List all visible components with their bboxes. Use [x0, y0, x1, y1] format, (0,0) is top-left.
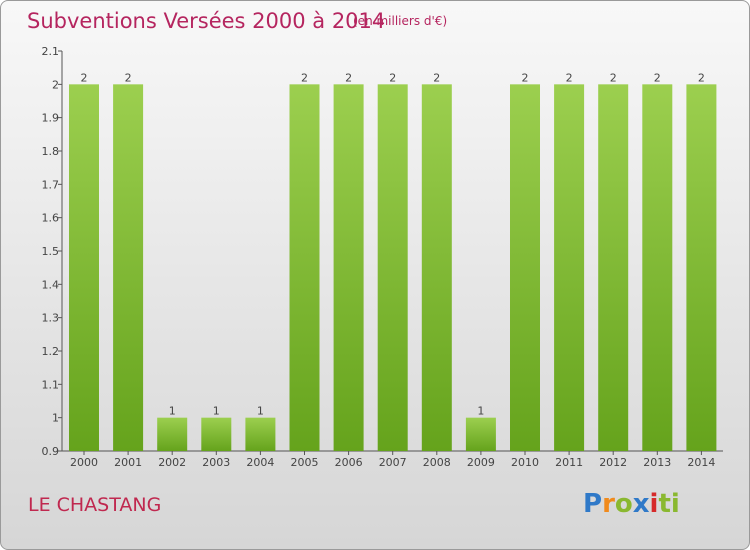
data-label-2003: 1: [213, 405, 220, 418]
bar-2001: [113, 84, 144, 451]
data-label-2007: 2: [389, 71, 396, 84]
x-tick-label-2014: 2014: [687, 456, 715, 469]
data-label-2012: 2: [610, 71, 617, 84]
x-tick-label-2005: 2005: [291, 456, 319, 469]
bar-2005: [289, 84, 320, 451]
data-label-2000: 2: [81, 71, 88, 84]
bar-2014: [686, 84, 717, 451]
x-tick-label-2008: 2008: [423, 456, 451, 469]
x-tick-label-2011: 2011: [555, 456, 583, 469]
data-label-2014: 2: [698, 71, 705, 84]
x-tick-label-2001: 2001: [114, 456, 142, 469]
y-tick-label: 1.3: [42, 312, 60, 325]
bar-2004: [245, 417, 276, 451]
bar-2002: [157, 417, 188, 451]
x-tick-label-2012: 2012: [599, 456, 627, 469]
x-tick-label-2000: 2000: [70, 456, 98, 469]
x-tick-label-2004: 2004: [246, 456, 274, 469]
data-label-2013: 2: [654, 71, 661, 84]
data-label-2008: 2: [433, 71, 440, 84]
data-label-2010: 2: [522, 71, 529, 84]
y-tick-label: 1.7: [42, 178, 60, 191]
x-tick-label-2007: 2007: [379, 456, 407, 469]
data-label-2002: 1: [169, 405, 176, 418]
bar-2011: [554, 84, 585, 451]
bar-2010: [510, 84, 540, 451]
y-tick-label: 1.5: [42, 245, 60, 258]
bar-2009: [465, 417, 496, 451]
bar-2012: [598, 84, 629, 451]
x-tick-label-2013: 2013: [643, 456, 671, 469]
data-label-2011: 2: [566, 71, 573, 84]
y-tick-label: 2: [52, 78, 59, 91]
x-tick-label-2006: 2006: [335, 456, 363, 469]
bar-2000: [69, 84, 99, 451]
y-tick-label: 2.1: [42, 45, 60, 58]
bar-2013: [642, 84, 673, 451]
bar-2003: [201, 417, 232, 451]
x-tick-label-2010: 2010: [511, 456, 539, 469]
data-label-2004: 1: [257, 405, 264, 418]
y-tick-label: 1.1: [42, 378, 60, 391]
data-label-2001: 2: [125, 71, 132, 84]
bar-2008: [421, 84, 452, 451]
y-tick-label: 1.9: [42, 112, 60, 125]
bar-2006: [333, 84, 364, 451]
y-tick-label: 1: [52, 412, 59, 425]
y-tick-label: 1.4: [42, 278, 60, 291]
data-label-2006: 2: [345, 71, 352, 84]
data-label-2005: 2: [301, 71, 308, 84]
chart-title: Subventions Versées 2000 à 2014: [27, 9, 386, 33]
y-tick-label: 0.9: [42, 445, 60, 458]
x-tick-label-2002: 2002: [158, 456, 186, 469]
commune-name: LE CHASTANG: [28, 494, 162, 516]
bar-2007: [377, 84, 408, 451]
x-tick-label-2009: 2009: [467, 456, 495, 469]
x-tick-label-2003: 2003: [202, 456, 230, 469]
data-label-2009: 1: [477, 405, 484, 418]
y-tick-label: 1.8: [42, 145, 60, 158]
proxiti-logo[interactable]: Proxiti: [583, 489, 680, 519]
y-tick-label: 1.2: [42, 345, 60, 358]
y-tick-label: 1.6: [42, 212, 60, 225]
chart-subtitle: (en milliers d'€): [353, 14, 448, 28]
